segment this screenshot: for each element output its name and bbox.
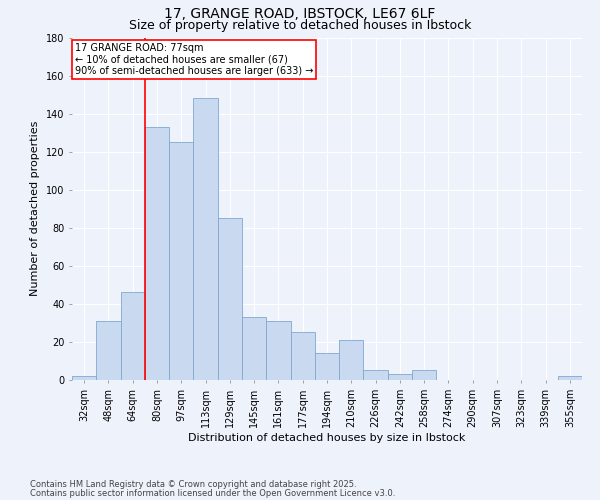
Bar (339, 340, 364, 380)
Bar (412, 370, 436, 380)
Bar (193, 98, 218, 380)
Text: 17, GRANGE ROAD, IBSTOCK, LE67 6LF: 17, GRANGE ROAD, IBSTOCK, LE67 6LF (164, 8, 436, 22)
Text: Contains HM Land Registry data © Crown copyright and database right 2025.: Contains HM Land Registry data © Crown c… (30, 480, 356, 489)
Bar (558, 376, 582, 380)
Bar (364, 370, 388, 380)
Bar (218, 218, 242, 380)
Text: 17 GRANGE ROAD: 77sqm
← 10% of detached houses are smaller (67)
90% of semi-deta: 17 GRANGE ROAD: 77sqm ← 10% of detached … (74, 42, 313, 76)
Y-axis label: Number of detached properties: Number of detached properties (31, 121, 40, 296)
Bar (96, 321, 121, 380)
Bar (242, 317, 266, 380)
Text: Size of property relative to detached houses in Ibstock: Size of property relative to detached ho… (129, 19, 471, 32)
Bar (388, 374, 412, 380)
Bar (290, 332, 315, 380)
Bar (315, 354, 339, 380)
Bar (169, 142, 193, 380)
Text: Contains public sector information licensed under the Open Government Licence v3: Contains public sector information licen… (30, 488, 395, 498)
Bar (145, 127, 169, 380)
X-axis label: Distribution of detached houses by size in Ibstock: Distribution of detached houses by size … (188, 432, 466, 442)
Bar (266, 321, 290, 380)
Bar (72, 376, 96, 380)
Bar (121, 292, 145, 380)
